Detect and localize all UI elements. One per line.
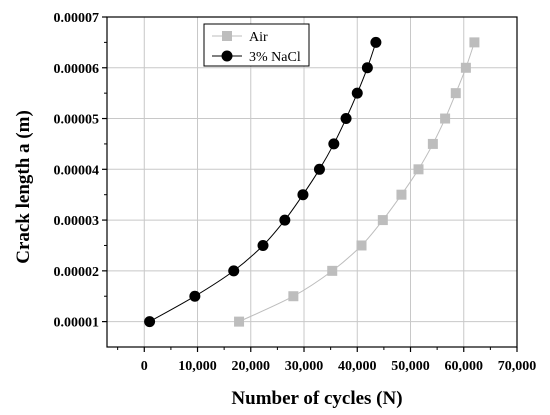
data-point-air (327, 265, 338, 276)
series-line-3-nacl (149, 42, 377, 323)
data-point-3-nacl (361, 62, 373, 74)
legend-items: Air 3% NaCl (212, 30, 301, 65)
data-point-air (469, 37, 480, 48)
legend-marker-3-nacl (221, 50, 233, 62)
series-line-air (238, 42, 475, 323)
legend-marker-air (222, 31, 232, 41)
data-point-3-nacl (340, 113, 352, 125)
data-point-3-nacl (189, 290, 201, 302)
data-point-air (356, 240, 367, 251)
data-point-3-nacl (328, 138, 340, 150)
x-tick-label: 20,000 (232, 359, 271, 374)
y-tick-label: 0.00003 (54, 214, 100, 229)
y-tick-label: 0.00005 (54, 113, 100, 128)
legend-label-3-nacl: 3% NaCl (249, 50, 301, 65)
x-tick-label: 10,000 (178, 359, 217, 374)
y-tick-label: 0.00004 (54, 163, 100, 178)
data-point-air (440, 113, 451, 124)
x-axis-title: Number of cycles (N) (231, 388, 402, 409)
legend-box (203, 23, 310, 67)
data-point-air (396, 189, 407, 200)
x-tick-label: 0 (141, 359, 148, 374)
data-point-air (288, 291, 299, 302)
series-3-nacl (144, 36, 382, 328)
y-axis-title: Crack length a (m) (13, 110, 34, 264)
data-point-air (413, 164, 424, 175)
data-point-3-nacl (228, 265, 240, 277)
y-tick-label: 0.00002 (54, 265, 100, 280)
data-point-air (234, 316, 245, 327)
ticks: 0 10,000 20,000 30,000 40,000 50,000 60,000 70,… (54, 11, 537, 374)
legend-label-air: Air (249, 30, 268, 45)
data-point-air (377, 215, 388, 226)
data-point-3-nacl (257, 239, 269, 251)
data-point-air (427, 138, 438, 149)
x-tick-label: 50,000 (391, 359, 430, 374)
y-tick-label: 0.00001 (54, 316, 100, 331)
x-tick-label: 40,000 (338, 359, 377, 374)
x-tick-label: 70,000 (498, 359, 537, 374)
legend: Air 3% NaCl (203, 23, 310, 67)
x-tick-label: 60,000 (445, 359, 484, 374)
data-point-3-nacl (370, 36, 382, 48)
series-layer (144, 36, 480, 328)
data-point-3-nacl (313, 163, 325, 175)
data-point-3-nacl (351, 87, 363, 99)
x-tick-label: 30,000 (285, 359, 324, 374)
plot-frame (106, 16, 518, 348)
data-point-air (460, 62, 471, 73)
data-point-3-nacl (279, 214, 291, 226)
y-tick-label: 0.00007 (54, 11, 100, 26)
data-point-air (450, 88, 461, 99)
y-tick-label: 0.00006 (54, 62, 100, 77)
data-point-3-nacl (297, 189, 309, 201)
data-point-3-nacl (144, 316, 156, 328)
series-air (234, 37, 480, 327)
